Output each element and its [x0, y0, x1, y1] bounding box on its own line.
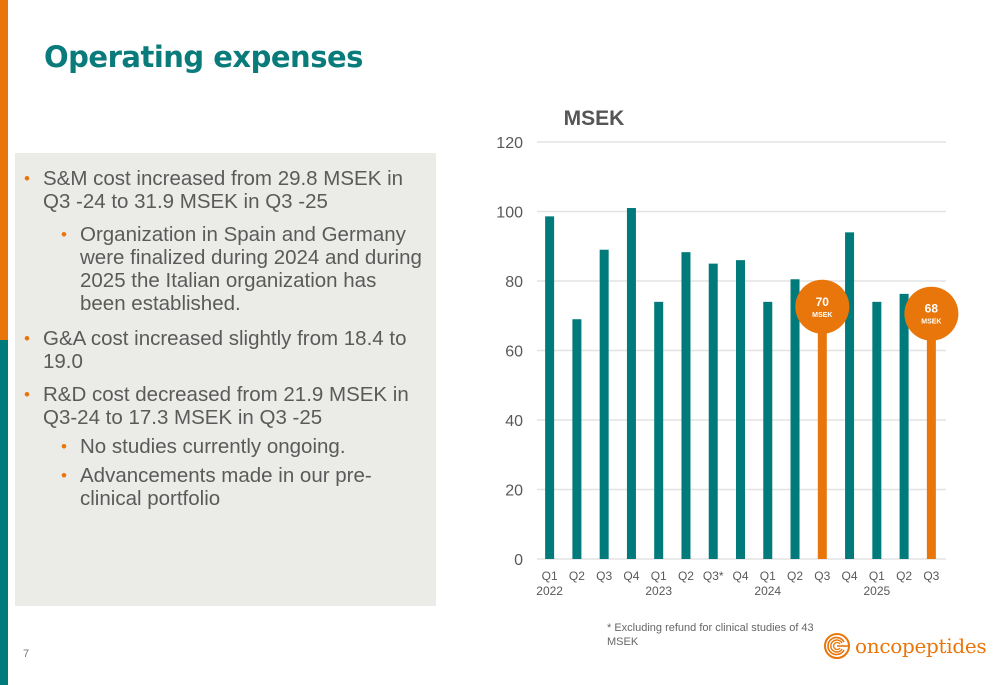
sub-bullet-preclinical: Advancements made in our pre-clinical po…: [15, 464, 436, 510]
logo-text: oncopeptides: [855, 634, 987, 658]
callout-value: 70: [816, 295, 830, 309]
oncopeptides-logo: oncopeptides: [824, 633, 987, 659]
bullet-rd-cost: R&D cost decreased from 21.9 MSEK in Q3-…: [15, 383, 436, 429]
x-tick-label: Q2: [678, 569, 694, 583]
bars: [545, 208, 936, 559]
x-tick-label: Q2: [787, 569, 803, 583]
bar: [572, 319, 582, 559]
x-tick-label: Q4: [623, 569, 639, 583]
x-year-label: 2025: [863, 584, 890, 598]
y-axis: 0 20 40 60 80 100 120: [496, 135, 523, 569]
y-tick-label: 120: [496, 135, 523, 152]
slide-title: Operating expenses: [44, 40, 363, 74]
bar: [736, 260, 745, 559]
page-number: 7: [23, 648, 30, 660]
value-callout-circle: [795, 279, 850, 334]
x-year-label: 2022: [536, 584, 563, 598]
sub-bullet-no-studies: No studies currently ongoing.: [15, 435, 436, 458]
x-tick-label: Q1: [869, 569, 885, 583]
annotations: 70 MSEK 68 MSEK: [795, 279, 959, 341]
bar: [545, 216, 555, 559]
bar: [899, 293, 909, 559]
y-tick-label: 80: [505, 274, 523, 291]
sub-bullet-organization: Organization in Spain and Germany were f…: [15, 223, 436, 315]
accent-stripe-orange: [0, 0, 8, 340]
logo-rings-icon: [824, 633, 850, 659]
x-tick-label: Q1: [651, 569, 667, 583]
x-year-label: 2024: [754, 584, 781, 598]
bar: [654, 301, 664, 559]
y-tick-label: 60: [505, 344, 523, 361]
bar-highlight: [926, 322, 936, 559]
bar: [681, 252, 691, 559]
bar: [790, 279, 800, 559]
y-tick-label: 40: [505, 413, 523, 430]
bar: [845, 232, 855, 559]
accent-stripe-teal: [0, 340, 8, 685]
x-year-label: 2023: [645, 584, 672, 598]
bar-highlight: [817, 315, 827, 559]
x-tick-label: Q4: [842, 569, 858, 583]
x-tick-label: Q1: [760, 569, 776, 583]
x-tick-label: Q3*: [703, 569, 724, 583]
x-tick-label: Q3: [596, 569, 612, 583]
x-tick-label: Q2: [896, 569, 912, 583]
bullet-sm-cost: S&M cost increased from 29.8 MSEK in Q3 …: [15, 167, 436, 213]
x-tick-label: Q3: [923, 569, 939, 583]
x-tick-label: Q1: [542, 569, 558, 583]
footnote: * Excluding refund for clinical studies …: [607, 622, 814, 648]
x-tick-label: Q3: [814, 569, 830, 583]
bar: [626, 208, 636, 559]
bullet-list: S&M cost increased from 29.8 MSEK in Q3 …: [15, 161, 436, 512]
bar: [872, 301, 882, 559]
bar: [599, 249, 609, 559]
y-tick-label: 20: [505, 483, 523, 500]
y-tick-label: 0: [514, 552, 523, 569]
x-tick-label: Q4: [732, 569, 748, 583]
value-callout-circle: [904, 286, 959, 341]
bar: [708, 263, 718, 559]
y-tick-label: 100: [496, 205, 523, 222]
callout-value: 68: [925, 302, 939, 316]
x-tick-label: Q2: [569, 569, 585, 583]
bullet-ga-cost: G&A cost increased slightly from 18.4 to…: [15, 327, 436, 373]
bullet-panel: S&M cost increased from 29.8 MSEK in Q3 …: [15, 153, 436, 606]
chart-title: MSEK: [564, 107, 625, 130]
bar: [763, 301, 773, 559]
callout-unit: MSEK: [812, 312, 832, 319]
callout-unit: MSEK: [921, 319, 941, 326]
